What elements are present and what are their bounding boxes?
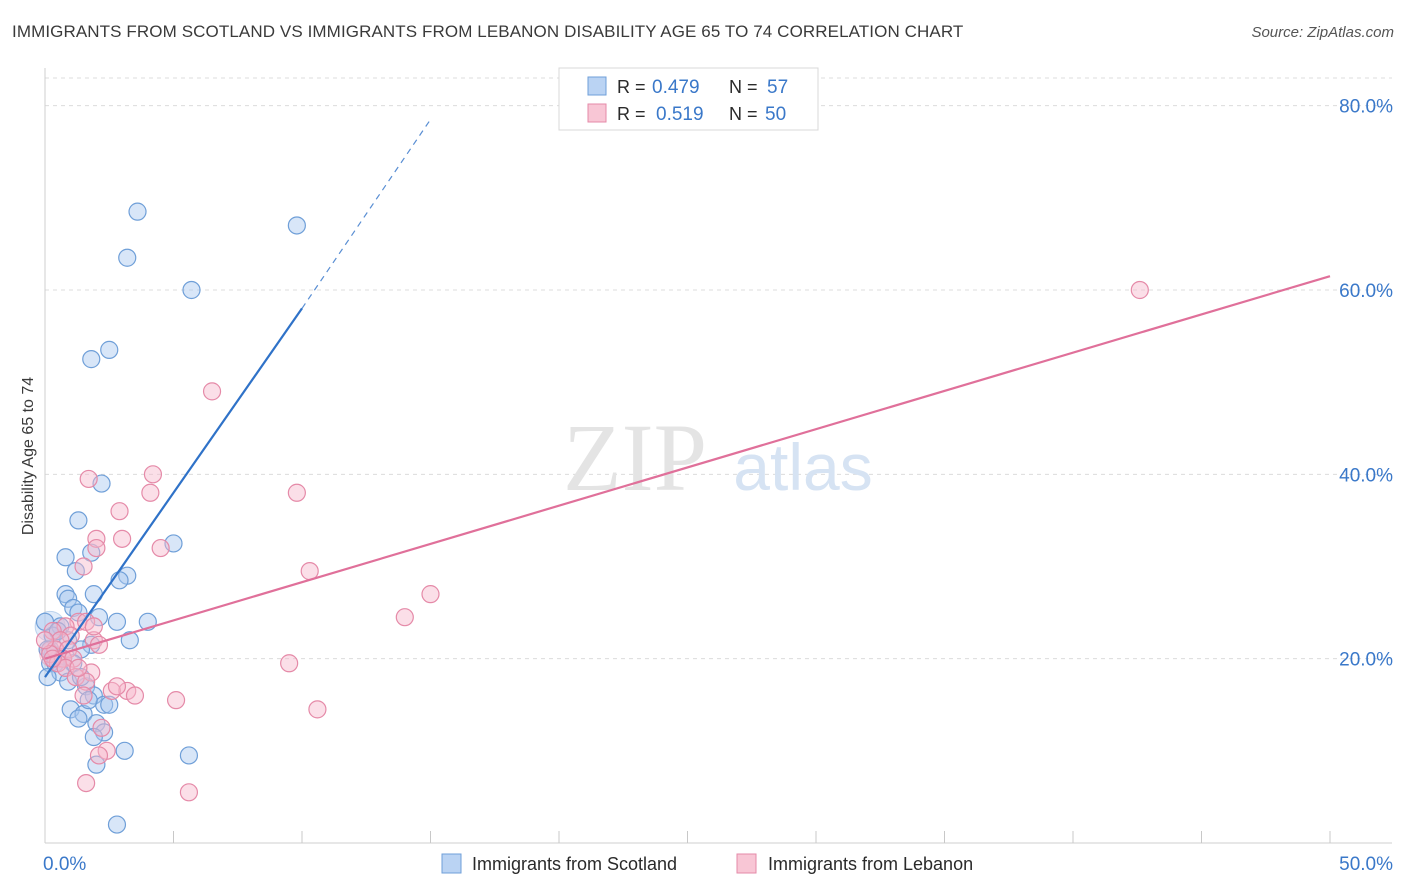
point-lebanon — [87, 538, 106, 558]
trend-line-scotland — [44, 307, 303, 678]
trend-line-scotland-extension — [301, 119, 431, 309]
point-lebanon — [166, 691, 186, 710]
top-legend: R = 0.479 N = 57 R = 0.519 N = 50 — [558, 67, 819, 131]
point-lebanon — [395, 608, 414, 627]
bottom-legend: Immigrants from Scotland Immigrants from… — [441, 853, 973, 874]
point-lebanon — [74, 557, 93, 576]
point-lebanon — [56, 658, 75, 677]
point-scotland — [59, 589, 78, 608]
point-scotland — [38, 667, 57, 687]
series-lebanon-points — [35, 280, 1149, 802]
point-scotland — [84, 727, 103, 747]
point-scotland — [128, 202, 147, 221]
point-lebanon — [43, 621, 62, 641]
watermark-zip: ZIP — [563, 404, 707, 511]
point-lebanon — [112, 529, 132, 548]
trend-line-lebanon — [44, 275, 1331, 660]
source-label: Source: ZipAtlas.com — [1251, 24, 1394, 41]
point-lebanon — [151, 538, 170, 558]
y-tick-label: 20.0% — [1339, 650, 1393, 671]
point-scotland — [82, 350, 101, 369]
point-lebanon — [79, 469, 98, 489]
point-lebanon — [287, 483, 306, 502]
point-lebanon — [202, 382, 222, 401]
x-tick-label: 0.0% — [43, 854, 86, 875]
point-scotland — [35, 612, 55, 631]
series-scotland-points — [34, 202, 306, 834]
point-lebanon — [280, 654, 299, 673]
legend-r-label-lebanon: R = — [617, 104, 646, 124]
point-lebanon — [421, 585, 440, 604]
y-tick-label: 80.0% — [1339, 97, 1393, 118]
point-lebanon — [110, 502, 129, 521]
axes — [44, 68, 1392, 844]
point-lebanon — [69, 658, 88, 677]
point-scotland — [118, 248, 137, 267]
bottom-legend-swatch-scotland — [441, 853, 462, 874]
point-scotland — [69, 709, 88, 728]
axis-ticks: 20.0% 40.0% 60.0% 80.0% 0.0% 50.0% — [43, 97, 1393, 875]
x-tick-label: 50.0% — [1339, 854, 1393, 875]
point-lebanon — [35, 631, 55, 650]
watermark-atlas: atlas — [733, 430, 872, 504]
point-scotland — [107, 612, 127, 631]
point-scotland — [69, 603, 88, 622]
point-lebanon — [77, 672, 96, 691]
legend-swatch-lebanon — [587, 103, 607, 123]
y-tick-label: 40.0% — [1339, 465, 1393, 486]
point-scotland — [287, 216, 306, 235]
bottom-legend-swatch-lebanon — [736, 853, 757, 874]
point-lebanon — [125, 686, 145, 705]
point-lebanon — [107, 677, 127, 696]
point-lebanon — [308, 700, 327, 719]
point-lebanon — [84, 617, 103, 636]
point-lebanon — [87, 529, 106, 548]
point-lebanon — [179, 783, 199, 802]
point-scotland — [115, 741, 134, 760]
point-lebanon — [51, 631, 70, 650]
legend-n-label-scotland: N = — [729, 77, 758, 97]
point-scotland — [56, 548, 75, 567]
chart-title: IMMIGRANTS FROM SCOTLAND VS IMMIGRANTS F… — [12, 22, 964, 41]
point-scotland — [69, 511, 88, 530]
point-lebanon — [61, 626, 80, 645]
bottom-legend-label-scotland: Immigrants from Scotland — [472, 854, 677, 874]
point-scotland — [179, 746, 199, 765]
point-scotland — [120, 631, 139, 650]
y-axis-label: Disability Age 65 to 74 — [20, 377, 37, 535]
bottom-legend-label-lebanon: Immigrants from Lebanon — [768, 854, 973, 874]
grid-lines — [45, 77, 1392, 660]
point-lebanon — [143, 465, 163, 484]
legend-swatch-scotland — [587, 76, 607, 96]
watermark: ZIP atlas — [563, 404, 873, 511]
point-scotland — [182, 280, 201, 300]
point-lebanon — [141, 483, 160, 502]
legend-n-value-scotland: 57 — [767, 77, 788, 98]
point-lebanon — [92, 718, 111, 737]
legend-r-value-scotland: 0.479 — [652, 77, 700, 98]
point-scotland — [100, 340, 119, 359]
point-scotland — [100, 695, 119, 714]
y-tick-label: 60.0% — [1339, 281, 1393, 302]
point-lebanon — [1130, 280, 1149, 300]
legend-n-value-lebanon: 50 — [765, 104, 786, 125]
legend-r-value-lebanon: 0.519 — [656, 104, 704, 125]
point-lebanon — [77, 773, 96, 793]
point-lebanon — [89, 746, 109, 765]
legend-n-label-lebanon: N = — [729, 104, 758, 124]
trend-lines — [44, 119, 1331, 678]
legend-r-label-scotland: R = — [617, 77, 646, 97]
point-lebanon — [74, 686, 93, 705]
point-scotland — [107, 815, 127, 834]
